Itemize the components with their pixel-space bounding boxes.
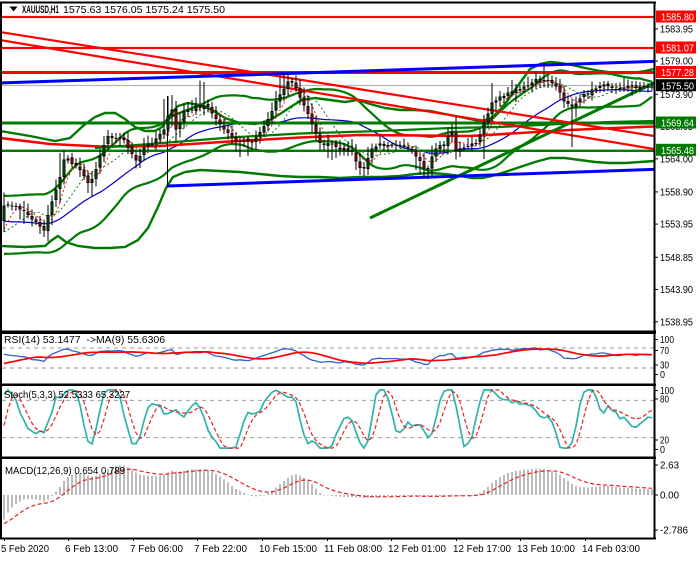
svg-text:1565.48: 1565.48 xyxy=(661,146,694,157)
svg-text:1583.95: 1583.95 xyxy=(660,25,693,36)
svg-text:0.00: 0.00 xyxy=(660,491,679,502)
svg-text:1569.64: 1569.64 xyxy=(661,119,694,130)
svg-text:1538.95: 1538.95 xyxy=(660,317,693,328)
svg-text:7 Feb 06:00: 7 Feb 06:00 xyxy=(130,544,183,555)
svg-text:1573.90: 1573.90 xyxy=(660,90,693,101)
svg-text:70: 70 xyxy=(660,346,669,357)
svg-text:100: 100 xyxy=(660,335,674,346)
svg-text:1577.28: 1577.28 xyxy=(661,68,694,79)
svg-text:1543.90: 1543.90 xyxy=(660,285,693,296)
svg-text:Stoch(5,3,3) 52.5333 65.3227: Stoch(5,3,3) 52.5333 65.3227 xyxy=(4,389,130,401)
svg-text:14 Feb 03:00: 14 Feb 03:00 xyxy=(582,544,640,555)
svg-text:1564.00: 1564.00 xyxy=(660,154,693,165)
svg-text:0: 0 xyxy=(660,445,665,456)
svg-text:13 Feb 10:00: 13 Feb 10:00 xyxy=(517,544,575,555)
svg-text:MACD(12,26,9) 0.654 0.789: MACD(12,26,9) 0.654 0.789 xyxy=(5,465,125,477)
svg-text:30: 30 xyxy=(660,361,669,372)
svg-text:12 Feb 17:00: 12 Feb 17:00 xyxy=(453,544,511,555)
svg-text:1548.85: 1548.85 xyxy=(660,253,693,264)
svg-text:6 Feb 13:00: 6 Feb 13:00 xyxy=(65,544,118,555)
svg-text:XAUUSD,H1: XAUUSD,H1 xyxy=(22,4,59,16)
svg-text:1579.00: 1579.00 xyxy=(660,57,693,68)
svg-text:1585.80: 1585.80 xyxy=(661,13,694,24)
svg-text:0: 0 xyxy=(660,370,665,381)
svg-text:1581.07: 1581.07 xyxy=(661,44,694,55)
svg-text:-2.786: -2.786 xyxy=(660,526,688,537)
svg-text:7 Feb 22:00: 7 Feb 22:00 xyxy=(194,544,247,555)
svg-text:2.63: 2.63 xyxy=(660,461,679,472)
svg-text:RSI(14) 53.1477 ->MA(9) 55.63: RSI(14) 53.1477 ->MA(9) 55.6306 xyxy=(4,334,165,346)
svg-text:20: 20 xyxy=(660,436,669,447)
svg-text:1575.63 1576.05 1575.24 1575.5: 1575.63 1576.05 1575.24 1575.50 xyxy=(63,4,225,16)
svg-text:12 Feb 01:00: 12 Feb 01:00 xyxy=(388,544,446,555)
svg-text:100: 100 xyxy=(660,386,674,397)
svg-text:1553.95: 1553.95 xyxy=(660,220,693,231)
svg-text:80: 80 xyxy=(660,395,669,406)
svg-text:10 Feb 15:00: 10 Feb 15:00 xyxy=(259,544,317,555)
svg-text:1575.50: 1575.50 xyxy=(661,81,694,92)
svg-text:1558.90: 1558.90 xyxy=(660,188,693,199)
svg-text:5 Feb 2020: 5 Feb 2020 xyxy=(1,544,49,555)
svg-text:11 Feb 08:00: 11 Feb 08:00 xyxy=(324,544,382,555)
